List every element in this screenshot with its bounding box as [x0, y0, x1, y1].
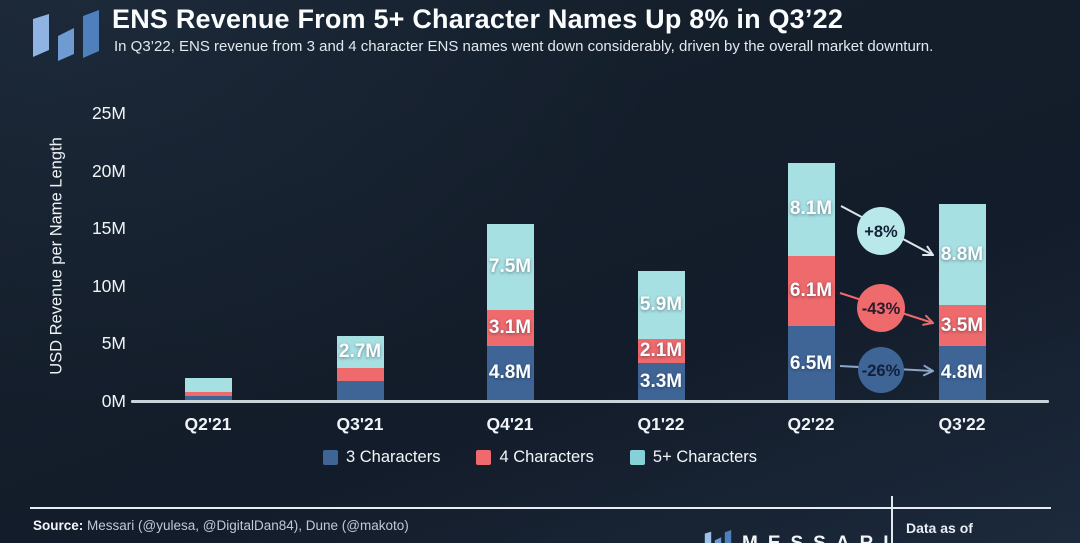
y-tick-label: 10M	[91, 275, 126, 296]
bar-segment-5-characters-q2-21	[184, 377, 232, 392]
x-tick-label: Q3'22	[938, 414, 986, 434]
annotation-percent-label: -26%	[862, 362, 901, 380]
bar-segment-3-characters-q4-21	[486, 345, 534, 401]
annotation-circle	[858, 347, 904, 393]
annotation-arrow-line	[839, 292, 934, 324]
bar-segment-5-characters-q4-21	[486, 223, 534, 310]
bar-value-label: 4.8M	[488, 362, 532, 384]
source-attribution: Source: Messari (@yulesa, @DigitalDan84)…	[33, 518, 409, 533]
x-tick-label: Q4'21	[486, 414, 534, 434]
annotation-circle	[857, 207, 905, 255]
x-tick-label: Q2'22	[787, 414, 835, 434]
chart-legend: 3 Characters 4 Characters 5+ Characters	[0, 448, 1080, 467]
annotation-circle	[857, 284, 905, 332]
x-tick-label: Q2'21	[184, 414, 232, 434]
bar-segment-4-characters-q1-22	[637, 338, 685, 363]
messari-brand: MESSARI	[704, 524, 899, 543]
bar-segment-4-characters-q4-21	[486, 309, 534, 346]
bar-segment-4-characters-q2-22	[787, 255, 835, 327]
annotation-arrow-line	[839, 365, 934, 372]
bar-value-label: 2.1M	[639, 339, 683, 361]
legend-swatch-icon	[322, 450, 338, 465]
annotation-percent-label: +8%	[864, 223, 898, 241]
page-title: ENS Revenue From 5+ Character Names Up 8…	[112, 4, 844, 34]
bar-value-label: 2.7M	[338, 341, 382, 363]
bar-segment-4-characters-q2-21	[184, 391, 232, 397]
y-tick-label: 5M	[101, 333, 126, 354]
bar-value-label: 5.9M	[639, 293, 683, 315]
legend-swatch-icon	[629, 450, 645, 465]
bar-segment-3-characters-q2-21	[184, 396, 232, 401]
bar-value-label: 8.1M	[789, 198, 833, 220]
bar-segment-5-characters-q2-22	[787, 162, 835, 256]
annotation-arrow-line	[840, 205, 934, 256]
bar-segment-5-characters-q3-21	[336, 336, 384, 368]
bar-segment-3-characters-q2-22	[787, 326, 835, 401]
source-text: Messari (@yulesa, @DigitalDan84), Dune (…	[83, 518, 409, 533]
legend-swatch-icon	[476, 450, 492, 465]
footer-divider-line	[30, 507, 1051, 509]
annotation-percent-label: -43%	[862, 300, 901, 318]
bar-value-label: 6.1M	[789, 279, 833, 301]
bar-segment-5-characters-q1-22	[637, 270, 685, 339]
legend-label: 4 Characters	[499, 448, 594, 466]
source-label: Source:	[33, 518, 84, 533]
bar-segment-4-characters-q3-21	[336, 367, 384, 382]
bar-segment-4-characters-q3-22	[938, 305, 986, 346]
bar-segment-5-characters-q3-22	[938, 204, 986, 306]
x-tick-label: Q3'21	[336, 414, 384, 434]
footer-vertical-divider	[891, 496, 893, 543]
x-tick-label: Q1'22	[637, 414, 685, 434]
legend-item: 5+ Characters	[629, 448, 758, 467]
bar-value-label: 3.1M	[488, 316, 532, 338]
y-tick-label: 25M	[91, 103, 126, 123]
legend-label: 3 Characters	[345, 448, 441, 466]
bar-segment-3-characters-q3-21	[336, 381, 384, 401]
legend-label: 5+ Characters	[652, 448, 758, 466]
messari-logo-icon	[33, 10, 99, 61]
page-subtitle: In Q3’22, ENS revenue from 3 and 4 chara…	[114, 38, 934, 55]
bar-value-label: 3.5M	[940, 314, 984, 336]
messari-logo-small-icon	[704, 530, 732, 543]
bar-value-label: 8.8M	[940, 243, 984, 265]
bar-segment-3-characters-q1-22	[637, 362, 685, 401]
bar-segment-3-characters-q3-22	[938, 345, 986, 401]
bar-value-label: 4.8M	[940, 362, 984, 384]
legend-item: 4 Characters	[476, 448, 594, 467]
y-tick-label: 20M	[91, 160, 126, 181]
bar-value-label: 7.5M	[488, 255, 532, 277]
x-axis-line	[131, 400, 1049, 403]
y-tick-label: 0M	[101, 391, 126, 411]
legend-item: 3 Characters	[322, 448, 441, 467]
y-tick-label: 15M	[91, 218, 126, 239]
bar-value-label: 6.5M	[789, 352, 833, 374]
bar-value-label: 3.3M	[639, 370, 683, 392]
data-as-of-label: Data as of	[906, 520, 973, 536]
messari-wordmark: MESSARI	[742, 533, 899, 543]
